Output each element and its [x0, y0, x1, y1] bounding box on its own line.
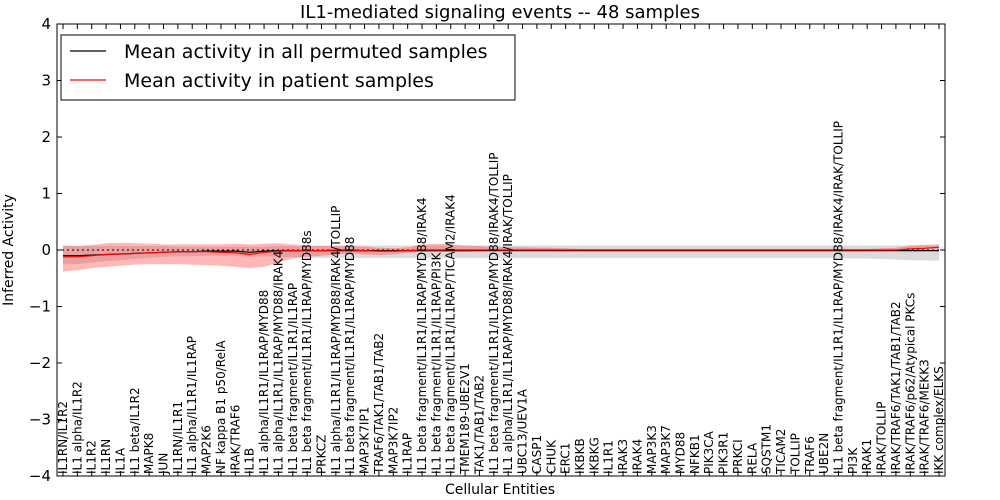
x-category-label: IL1 alpha/IL1R1/IL1RAP/MYD88/IRAK4 — [271, 251, 285, 474]
x-category-label: IL1 alpha/IL1R1/IL1RAP/MYD88/IRAK4/TOLLI… — [329, 206, 343, 474]
x-category-label: RELA — [745, 442, 759, 474]
x-category-label: MAP3K3 — [645, 425, 659, 474]
x-category-label: MAP3K7 — [659, 425, 673, 474]
x-category-label: MAP3K7IP2 — [386, 407, 400, 474]
x-category-label: IRAK4 — [630, 439, 644, 474]
x-category-label: IKK complex/ELKS — [932, 366, 946, 474]
x-category-label: PIK3CA — [702, 430, 716, 474]
x-category-label: IRAK1 — [860, 439, 874, 474]
legend-label: Mean activity in all permuted samples — [124, 41, 487, 63]
chart-title: IL1-mediated signaling events -- 48 samp… — [300, 2, 700, 23]
x-category-label: MAP2K6 — [200, 425, 214, 474]
y-tick-label: −3 — [29, 411, 51, 429]
x-category-label: TMEM189-UBE2V1 — [458, 363, 472, 475]
x-category-label: IL1 alpha/IL1R2 — [70, 381, 84, 474]
series-2-line — [63, 246, 940, 258]
x-category-label: IL1A — [113, 447, 127, 474]
x-category-label: IL1RN/IL1R2 — [56, 401, 70, 474]
x-category-label: IL1 alpha/IL1R1/IL1RAP/MYD88/IRAK4/IRAK/… — [501, 174, 515, 474]
x-category-label: IRAK/TRAF6 — [228, 405, 242, 474]
x-category-label: IL1 beta fragment/IL1R1/IL1RAP/MYD88/IRA… — [487, 153, 501, 474]
x-category-label: IRAK/TRAF6/p62/Atypical PKCs — [903, 293, 917, 474]
x-category-label: MYD88 — [674, 432, 688, 474]
x-category-label: IL1B — [243, 448, 257, 474]
x-category-label: TRAF6 — [803, 436, 817, 475]
x-category-label: IRAK3 — [616, 439, 630, 474]
x-category-label: IKBKG — [587, 437, 601, 474]
x-category-label: IL1R1 — [602, 440, 616, 474]
x-category-label: NF kappa B1 p50/RelA — [214, 340, 228, 474]
x-category-label: IL1 beta fragment/IL1R1/IL1RAP/MYD88s — [300, 230, 314, 474]
x-category-label: IRAK/TRAF6/TAK1/TAB1/TAB2 — [889, 301, 903, 474]
x-axis-label: Cellular Entities — [445, 482, 555, 498]
x-category-label: IL1RN — [99, 439, 113, 474]
x-category-label: JUN — [157, 453, 171, 475]
x-category-label: IL1 beta fragment/IL1R1/IL1RAP/MYD88/IRA… — [832, 121, 846, 474]
x-category-label: UBE2N — [817, 433, 831, 474]
x-category-label: UBC13/UEV1A — [516, 388, 530, 474]
x-category-label: TOLLIP — [788, 433, 802, 475]
x-category-label: IL1 beta fragment/IL1R1/IL1RAP/MYD88 — [343, 237, 357, 474]
x-category-label: IL1 beta fragment/IL1R1/IL1RAP/MYD88/IRA… — [415, 197, 429, 474]
x-category-label: MAP3K7IP1 — [358, 407, 372, 474]
x-category-label: IL1 alpha/IL1R1/IL1RAP — [185, 336, 199, 474]
x-category-label: PRKCI — [731, 439, 745, 474]
x-category-label: IL1 beta fragment/IL1R1/IL1RAP/TICAM2/IR… — [444, 194, 458, 474]
x-category-label: IL1 alpha/IL1R1/IL1RAP/MYD88 — [257, 290, 271, 474]
x-category-label: PRKCZ — [315, 435, 329, 474]
x-category-label: TRAF6/TAK1/TAB1/TAB2 — [372, 333, 386, 475]
y-tick-label: 1 — [41, 185, 51, 203]
y-tick-label: 0 — [41, 241, 51, 259]
x-category-label: IRAK/TOLLIP — [875, 402, 889, 474]
x-category-label: IL1RAP — [401, 433, 415, 474]
x-category-label: IL1 beta/IL1R2 — [128, 387, 142, 474]
x-category-label: CHUK — [544, 439, 558, 474]
x-category-label: TAK1/TAB1/TAB2 — [473, 375, 487, 475]
x-category-label: NFKB1 — [688, 434, 702, 474]
x-category-label: TICAM2 — [774, 429, 788, 475]
legend-box — [60, 34, 516, 101]
y-tick-label: 3 — [41, 72, 51, 90]
y-axis-label: Inferred Activity — [1, 194, 17, 306]
y-tick-label: 2 — [41, 128, 51, 146]
x-category-label: IL1 beta fragment/IL1R1/IL1RAP/PI3K — [429, 251, 443, 474]
x-category-label: ERC1 — [559, 443, 573, 474]
x-category-label: IL1RN/IL1R1 — [171, 401, 185, 474]
x-category-label: MAPK8 — [142, 433, 156, 474]
x-category-label: IKBKB — [573, 438, 587, 474]
x-category-label: IRAK/TRAF6/MEKK3 — [918, 359, 932, 474]
x-category-label: IL1 beta fragment/IL1R1/IL1RAP — [286, 283, 300, 474]
x-category-label: IL1R2 — [85, 440, 99, 474]
y-tick-label: −2 — [29, 354, 51, 372]
x-category-label: PI3K — [846, 447, 860, 474]
x-category-label: CASP1 — [530, 435, 544, 474]
y-tick-label: −4 — [29, 467, 51, 485]
legend-label: Mean activity in patient samples — [124, 70, 434, 92]
y-tick-label: −1 — [29, 298, 51, 316]
y-tick-label: 4 — [41, 15, 51, 33]
x-category-label: SQSTM1 — [760, 424, 774, 474]
legend: Mean activity in all permuted samples Mea… — [60, 34, 516, 101]
x-category-label: PIK3R1 — [717, 432, 731, 474]
